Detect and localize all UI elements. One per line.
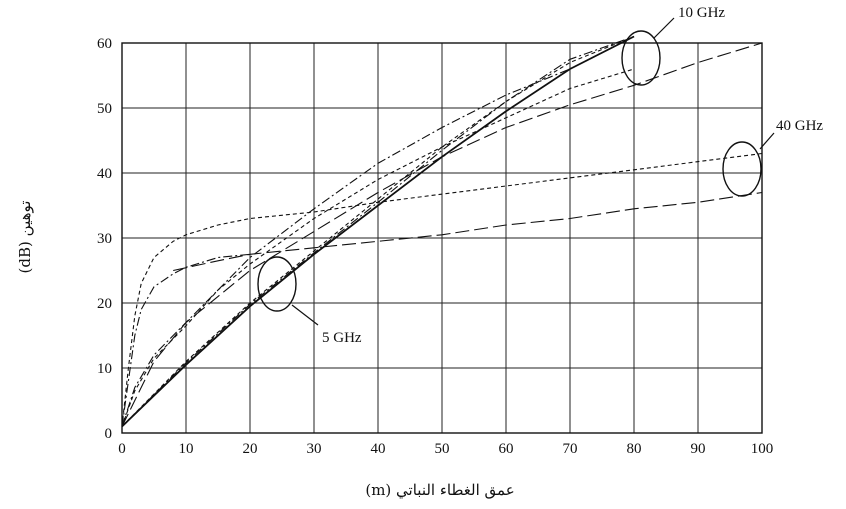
x-tick-label: 50 bbox=[435, 441, 450, 457]
ellipse-10ghz bbox=[621, 30, 661, 86]
x-axis-title: عمق الغطاء النباتي (m) bbox=[365, 481, 514, 499]
plot-frame bbox=[121, 42, 763, 434]
y-tick-label: 10 bbox=[97, 361, 112, 377]
series-line-40-ghz-dashdot bbox=[121, 253, 251, 427]
y-tick-label: 50 bbox=[97, 101, 112, 117]
x-tick-labels: 0 10 20 30 40 50 60 70 80 90 100 bbox=[118, 441, 773, 457]
x-tick-label: 60 bbox=[499, 441, 514, 457]
ellipse-5ghz bbox=[257, 256, 297, 312]
series-line-10-ghz-longdash bbox=[121, 42, 763, 427]
x-tick-label: 0 bbox=[118, 441, 126, 457]
ellipse-40ghz bbox=[722, 141, 762, 197]
y-tick-labels: 0 10 20 30 40 50 60 bbox=[97, 36, 112, 442]
annotation-label: 5 GHz bbox=[322, 330, 362, 346]
y-tick-label: 0 bbox=[105, 426, 113, 442]
x-tick-label: 70 bbox=[563, 441, 578, 457]
annotation-label: 40 GHz bbox=[776, 118, 823, 134]
grid bbox=[121, 42, 763, 434]
series-line-40-ghz-longdash bbox=[173, 191, 763, 272]
y-tick-label: 40 bbox=[97, 166, 112, 182]
x-tick-label: 10 bbox=[179, 441, 194, 457]
leader-line bbox=[291, 304, 319, 326]
x-tick-label: 40 bbox=[371, 441, 386, 457]
y-tick-label: 20 bbox=[97, 296, 112, 312]
y-tick-label: 30 bbox=[97, 231, 112, 247]
leader-line bbox=[759, 132, 775, 150]
series-line-5-ghz-dash bbox=[121, 35, 635, 427]
x-tick-label: 90 bbox=[691, 441, 706, 457]
x-tick-label: 100 bbox=[751, 441, 774, 457]
leader-line bbox=[653, 17, 675, 39]
x-tick-label: 30 bbox=[307, 441, 322, 457]
annotation-label: 10 GHz bbox=[678, 5, 725, 21]
series-line-10-ghz-dashdot bbox=[121, 36, 635, 427]
x-tick-label: 20 bbox=[243, 441, 258, 457]
series-line-5-ghz-solid bbox=[121, 35, 635, 428]
x-tick-label: 80 bbox=[627, 441, 642, 457]
annotations: 10 GHz 40 GHz 5 GHz bbox=[257, 5, 823, 346]
series-group bbox=[121, 35, 763, 428]
y-tick-label: 60 bbox=[97, 36, 112, 52]
y-axis-title: توهين (dB) bbox=[16, 201, 34, 274]
